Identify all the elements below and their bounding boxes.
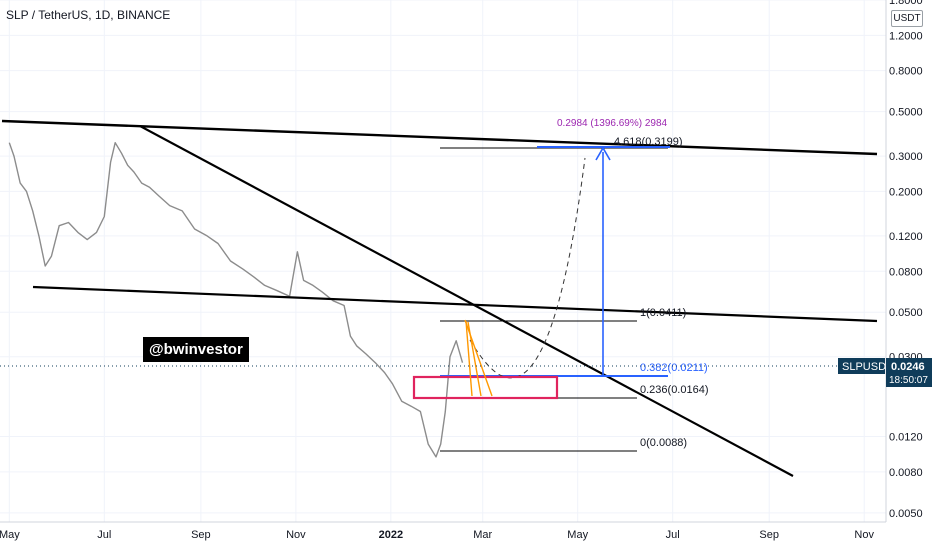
y-tick-label: 0.0120 — [889, 432, 923, 444]
y-tick-label: 0.0080 — [889, 467, 923, 479]
price-unit-badge[interactable]: USDT — [891, 10, 923, 27]
accumulation-zone-rect[interactable] — [412, 375, 559, 400]
trendline-upper-channel[interactable] — [1, 119, 878, 156]
x-tick-label: Sep — [191, 529, 211, 541]
y-tick-label: 1.2000 — [889, 30, 923, 42]
price-label-countdown: 18:50:07 — [889, 375, 928, 386]
price-label-bg — [886, 358, 932, 387]
y-tick-label: 0.2000 — [889, 186, 923, 198]
y-tick-label: 0.0050 — [889, 508, 923, 520]
fan-lines[interactable] — [464, 319, 493, 397]
chart-grid — [0, 0, 886, 522]
price-series-line — [8, 141, 464, 458]
x-tick-label: May — [0, 529, 20, 541]
x-tick-label: Nov — [286, 529, 306, 541]
target-arrow[interactable] — [595, 146, 611, 376]
y-tick-label: 0.1200 — [889, 231, 923, 243]
x-tick-label: Nov — [854, 529, 874, 541]
y-tick-label: 0.8000 — [889, 66, 923, 78]
fib-retracement[interactable]: 4.618(0.3199) 1(0.0411) 0.382(0.0211) 0.… — [440, 136, 709, 452]
y-tick-label: 0.5000 — [889, 107, 923, 119]
y-tick-label: 1.8000 — [889, 0, 923, 7]
fib-level-4618-label: 4.618(0.3199) — [614, 136, 683, 148]
x-tick-label: Sep — [759, 529, 779, 541]
fib-level-0236-label: 0.236(0.0164) — [640, 384, 709, 396]
x-tick-label: Mar — [473, 529, 492, 541]
symbol-label-bg — [838, 358, 885, 374]
x-tick-label: May — [567, 529, 588, 541]
trendline-descending[interactable] — [139, 125, 794, 477]
x-tick-label: 2022 — [379, 529, 403, 541]
y-tick-label: 0.0800 — [889, 266, 923, 278]
time-axis[interactable]: May Jul Sep Nov 2022 Mar May Jul Sep Nov — [0, 521, 886, 541]
target-change-label: 0.2984 (1396.69%) 2984 — [557, 118, 668, 129]
symbol-label: SLPUSDT — [842, 361, 893, 373]
y-tick-label: 0.3000 — [889, 151, 923, 163]
x-tick-label: Jul — [666, 529, 680, 541]
price-label-value: 0.0246 — [891, 361, 925, 373]
fib-level-0-label: 0(0.0088) — [640, 437, 687, 449]
price-axis[interactable]: 1.8000 1.2000 0.8000 0.5000 0.3000 0.2000 0.12… — [885, 0, 923, 522]
chart-title: SLP / TetherUS, 1D, BINANCE — [6, 8, 171, 22]
trendline-lower-channel[interactable] — [32, 285, 878, 323]
watermark-label: @bwinvestor — [143, 337, 249, 362]
y-tick-label: 0.0500 — [889, 307, 923, 319]
fib-level-0382-label: 0.382(0.0211) — [640, 362, 708, 374]
x-tick-label: Jul — [97, 529, 111, 541]
fib-level-1-label: 1(0.0411) — [640, 307, 686, 319]
